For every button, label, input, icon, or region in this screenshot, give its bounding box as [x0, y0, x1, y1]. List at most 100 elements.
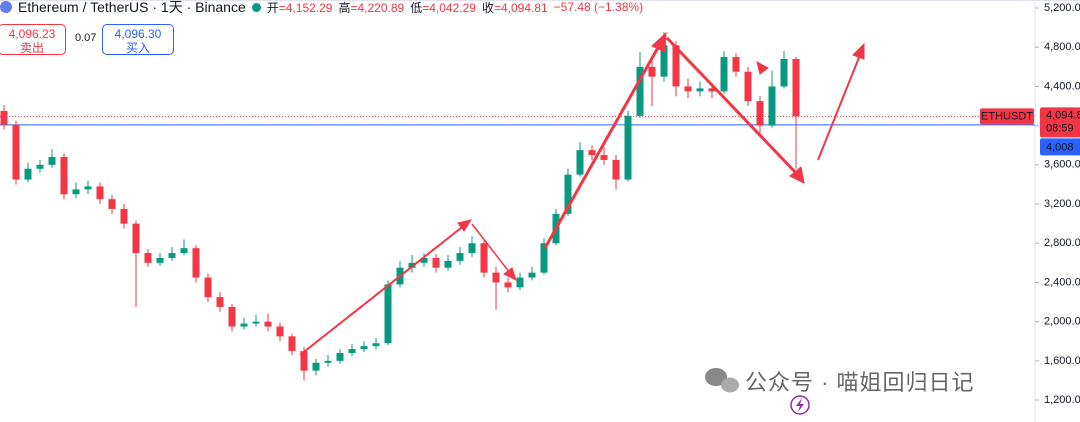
arrow-line [817, 54, 861, 161]
candle-body [300, 351, 308, 371]
candle [60, 153, 68, 200]
candle [528, 266, 536, 281]
spread: 0.07 [75, 32, 97, 44]
ohlc-key: 收 [481, 0, 494, 15]
candle-body [444, 260, 452, 268]
candle [588, 145, 596, 160]
price-tag [1040, 107, 1080, 138]
candle-body [60, 157, 68, 195]
buy-button[interactable]: 4,096.30 买入 [102, 24, 174, 55]
candle [36, 159, 44, 173]
candle-body [72, 189, 80, 195]
ohlc-text: =4,152.29 [278, 0, 333, 15]
status-dot [251, 2, 261, 12]
candle [72, 182, 80, 199]
y-tick-label: 3,200.00 [1044, 198, 1080, 210]
candle-body [480, 243, 488, 273]
candle [96, 182, 104, 205]
candle [336, 349, 344, 364]
candle-body [144, 253, 152, 263]
candle-body [684, 86, 692, 92]
arrow-line [471, 223, 511, 274]
candle [276, 322, 284, 342]
arrow-line [543, 43, 662, 249]
candle [480, 240, 488, 278]
candle-body [420, 257, 428, 263]
candle-body [252, 321, 260, 324]
candle [204, 273, 212, 303]
candle-body [48, 157, 56, 165]
candle-body [600, 155, 608, 160]
candle [24, 162, 32, 183]
candle [312, 358, 320, 376]
candle-body [768, 86, 776, 126]
sell-button[interactable]: 4,096.23 卖出 [0, 24, 66, 55]
symbol[interactable]: Ethereum / TetherUS · 1天 · Binance [18, 0, 246, 15]
ohlc-item: 开=4,152.29 [267, 0, 333, 16]
candle-body [168, 253, 176, 258]
candle-body [564, 174, 572, 214]
candle [144, 249, 152, 267]
candle-body [636, 66, 644, 116]
candle [252, 314, 260, 327]
coin-icon [0, 1, 12, 13]
candle-body [132, 223, 140, 254]
candle-body [0, 110, 8, 125]
candle-body [372, 343, 380, 347]
bubble [705, 368, 727, 386]
candle [348, 344, 356, 356]
candle-body [288, 336, 296, 352]
candle-body [264, 321, 272, 327]
candle-body [96, 186, 104, 200]
candle-body [108, 199, 116, 209]
arrowhead [756, 61, 769, 75]
change: −57.48 (−1.38%) [553, 0, 644, 14]
candle [432, 254, 440, 273]
candle [84, 180, 92, 195]
ohlc-text: =4,220.89 [350, 0, 405, 15]
candle [744, 66, 752, 107]
bubble [721, 377, 739, 393]
candle [600, 147, 608, 165]
wechat-icon [705, 368, 739, 393]
candle [12, 120, 20, 185]
symbol-tag-text: ETHUSDT [981, 110, 1033, 122]
candle-body [624, 115, 632, 180]
ohlc-legend: 开=4,152.29 高=4,220.89 低=4,042.29 收=4,094.81 [267, 0, 548, 16]
y-tick-label: 2,000.00 [1044, 316, 1080, 328]
level-tag-text: 4,008 [1046, 141, 1074, 153]
candle-body [780, 58, 788, 87]
annotations [299, 31, 865, 356]
candle-body [540, 243, 548, 273]
buy-price: 4,096.30 [114, 27, 162, 41]
candle [612, 155, 620, 190]
candle [108, 195, 116, 214]
candle-body [360, 346, 368, 350]
candle [444, 255, 452, 271]
candle-body [792, 58, 800, 117]
candle-body [12, 124, 20, 180]
candle-body [408, 262, 416, 268]
candle [384, 280, 392, 346]
arrowhead [457, 219, 473, 232]
ohlc-key: 高 [338, 0, 351, 15]
candle [720, 51, 728, 95]
candle-body [204, 277, 212, 298]
y-tick-label: 1,600.00 [1044, 355, 1080, 367]
candle [372, 338, 380, 350]
candle-body [516, 277, 524, 288]
candle [492, 266, 500, 310]
candle-body [336, 353, 344, 361]
ohlc-item: 低=4,042.29 [410, 0, 476, 16]
candle [636, 52, 644, 118]
candle-body [468, 243, 476, 254]
candle [696, 81, 704, 97]
price-tag-text: 4,094.81 [1046, 109, 1080, 121]
candle [168, 247, 176, 261]
ohlc-item: 收=4,094.81 [482, 0, 548, 16]
arrow-line [299, 223, 467, 356]
candle-body [744, 71, 752, 102]
ohlc-text: =4,042.29 [422, 0, 476, 15]
